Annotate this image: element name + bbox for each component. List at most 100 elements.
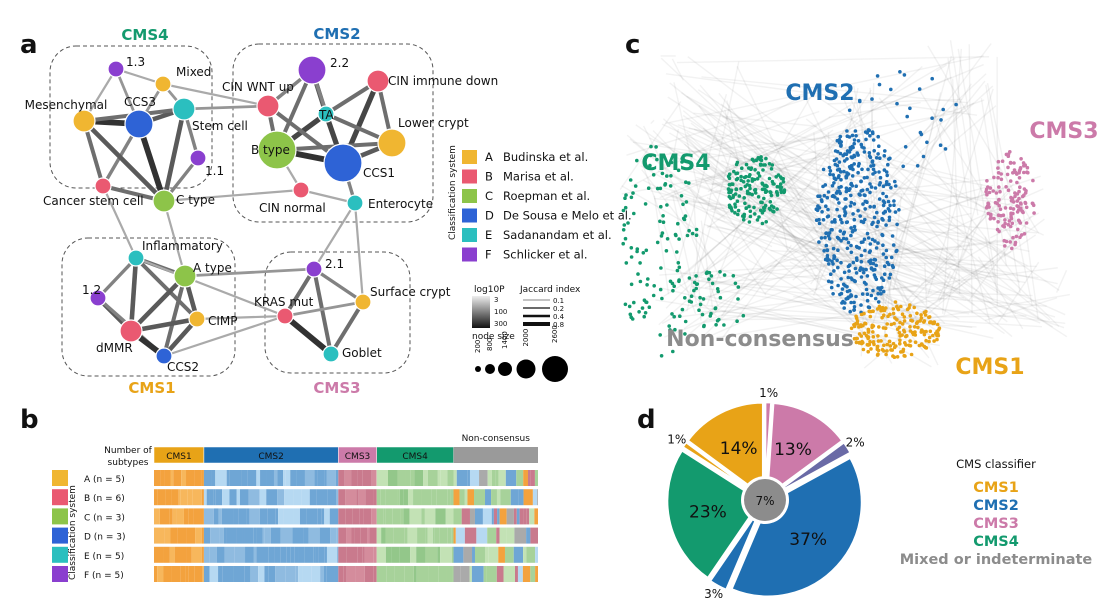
cloud-point bbox=[842, 230, 847, 235]
cloud-edge bbox=[700, 220, 714, 314]
cloud-point bbox=[1013, 194, 1017, 199]
network-edge bbox=[183, 267, 316, 278]
cloud-edge bbox=[660, 57, 946, 324]
cloud-point bbox=[1017, 189, 1021, 194]
heatmap-cell bbox=[274, 546, 281, 563]
heatmap-header-label2: subtypes bbox=[108, 458, 149, 468]
cloud-point bbox=[1021, 161, 1026, 165]
cluster-box-cms4 bbox=[49, 45, 213, 189]
cloud-point bbox=[863, 130, 868, 134]
cloud-point bbox=[896, 307, 901, 312]
cloud-point bbox=[854, 134, 858, 138]
cloud-point bbox=[636, 272, 640, 276]
heatmap-cell bbox=[193, 508, 204, 525]
cloud-point bbox=[876, 220, 880, 225]
heatmap-cell bbox=[259, 489, 267, 506]
nodesize-circle bbox=[498, 362, 512, 376]
cloud-edge bbox=[752, 161, 914, 266]
heatmap-cell bbox=[534, 470, 538, 486]
cloud-edge bbox=[898, 250, 1012, 314]
cloud-point bbox=[623, 196, 627, 200]
cloud-point bbox=[875, 74, 880, 78]
cloud-point bbox=[679, 194, 684, 198]
pie-legend-item: CMS1 bbox=[973, 480, 1019, 496]
cloud-point bbox=[924, 329, 928, 334]
cloud-edge bbox=[844, 88, 867, 129]
heatmap-cell bbox=[216, 546, 225, 563]
cloud-edge bbox=[810, 43, 992, 285]
heatmap-cell bbox=[440, 470, 448, 486]
cloud-point bbox=[839, 291, 844, 296]
heatmap-row-label: F (n = 5) bbox=[84, 571, 124, 581]
cloud-edge bbox=[697, 89, 1054, 328]
cloud-point bbox=[859, 266, 863, 270]
heatmap-cell bbox=[532, 489, 538, 506]
cloud-point bbox=[827, 165, 832, 170]
cloud-point bbox=[832, 158, 837, 163]
heatmap-group-label: Non-consensus bbox=[462, 434, 531, 444]
heatmap-cell bbox=[180, 566, 186, 582]
network-node bbox=[155, 347, 173, 365]
heatmap-cell bbox=[270, 527, 281, 544]
heatmap-cell bbox=[529, 508, 535, 525]
heatmap-cell bbox=[301, 489, 310, 506]
heatmap-cell bbox=[173, 470, 182, 486]
cloud-point bbox=[767, 176, 772, 181]
network-edge bbox=[96, 256, 138, 300]
heatmap-cell bbox=[497, 508, 500, 525]
cloud-point bbox=[648, 153, 653, 158]
cloud-point bbox=[996, 175, 1000, 180]
cloud-point bbox=[868, 309, 872, 314]
cloud-point bbox=[866, 167, 870, 172]
cloud-edge bbox=[686, 153, 732, 312]
heatmap-cell bbox=[298, 566, 303, 582]
cloud-edge bbox=[765, 226, 1065, 329]
cloud-point bbox=[670, 281, 675, 286]
cloud-point bbox=[931, 321, 935, 326]
cloud-point bbox=[890, 263, 895, 268]
cloud-point bbox=[871, 131, 875, 136]
pie-slice-label: 2% bbox=[846, 435, 865, 449]
heatmap-cell bbox=[407, 527, 418, 544]
cloud-point bbox=[624, 193, 628, 197]
network-edge bbox=[81, 118, 167, 204]
cloud-point bbox=[885, 349, 889, 353]
heatmap-cell bbox=[429, 470, 438, 486]
cloud-point bbox=[922, 332, 927, 337]
cloud-edge bbox=[626, 134, 877, 345]
cloud-edge bbox=[726, 100, 749, 170]
cloud-point bbox=[866, 327, 871, 332]
cloud-point bbox=[897, 325, 902, 330]
cloud-point bbox=[845, 289, 850, 294]
heatmap-cell bbox=[264, 566, 269, 582]
cloud-edge bbox=[695, 180, 1030, 253]
heatmap-cell bbox=[317, 508, 322, 525]
cloud-point bbox=[727, 172, 732, 176]
cloud-edge bbox=[700, 155, 844, 277]
cloud-point bbox=[860, 292, 865, 296]
cloud-edge bbox=[689, 189, 767, 296]
cloud-point bbox=[753, 212, 757, 216]
panel-letter-c: c bbox=[625, 30, 640, 60]
cloud-point bbox=[832, 181, 836, 185]
cloud-point bbox=[1003, 206, 1008, 210]
heatmap-row-label: E (n = 5) bbox=[84, 552, 124, 562]
cloud-edge bbox=[816, 96, 1013, 228]
cloud-point bbox=[753, 191, 758, 195]
cloud-point bbox=[830, 220, 834, 224]
heatmap-cell bbox=[503, 566, 516, 582]
cloud-edge bbox=[770, 249, 995, 263]
heatmap-cell bbox=[264, 527, 271, 544]
cloud-point bbox=[882, 272, 887, 277]
cloud-point bbox=[652, 284, 656, 288]
cloud-point bbox=[672, 284, 676, 289]
cloud-point bbox=[849, 243, 853, 248]
cloud-point bbox=[736, 208, 741, 213]
cloud-point bbox=[837, 236, 841, 241]
cloud-point bbox=[819, 236, 824, 240]
heatmap-cell bbox=[404, 527, 408, 544]
cloud-point bbox=[659, 204, 663, 209]
cloud-point bbox=[697, 308, 701, 313]
cloud-point bbox=[1008, 206, 1013, 210]
heatmap-cell bbox=[376, 470, 388, 486]
